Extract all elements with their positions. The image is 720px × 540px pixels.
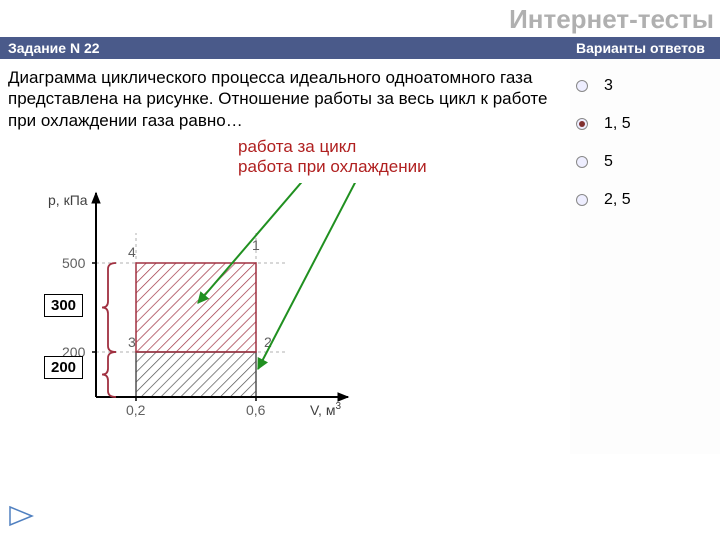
annotation-labels: работа за цикл работа при охлаждении — [238, 137, 564, 177]
answer-option-1[interactable]: 1, 5 — [570, 105, 720, 143]
answer-text: 1, 5 — [604, 115, 631, 133]
answer-text: 3 — [604, 77, 613, 95]
answer-option-0[interactable]: 3 — [570, 67, 720, 105]
svg-text:2: 2 — [264, 334, 272, 350]
svg-text:500: 500 — [62, 255, 86, 271]
question-text: Диаграмма циклического процесса идеально… — [8, 67, 564, 131]
answers-header: Варианты ответов — [570, 37, 720, 59]
radio-icon — [576, 194, 588, 206]
radio-icon — [576, 118, 588, 130]
page-title: Интернет-тесты — [0, 0, 720, 37]
next-button[interactable] — [6, 503, 38, 534]
answer-text: 2, 5 — [604, 191, 631, 209]
svg-text:0,6: 0,6 — [246, 402, 266, 418]
radio-icon — [576, 80, 588, 92]
svg-text:4: 4 — [128, 244, 136, 260]
answer-text: 5 — [604, 153, 613, 171]
label-cooling-work: работа при охлаждении — [238, 157, 564, 177]
svg-text:3: 3 — [128, 334, 136, 350]
answers-panel: 3 1, 5 5 2, 5 — [570, 59, 720, 454]
answer-option-3[interactable]: 2, 5 — [570, 181, 720, 219]
overlay-value-200: 200 — [44, 356, 83, 379]
task-bar: Задание N 22 Варианты ответов — [0, 37, 720, 59]
svg-text:p, кПа: p, кПа — [48, 192, 88, 208]
svg-text:0,2: 0,2 — [126, 402, 146, 418]
radio-icon — [576, 156, 588, 168]
task-number: Задание N 22 — [0, 37, 570, 59]
svg-text:V, м3: V, м3 — [310, 401, 341, 418]
pv-diagram: p, кПаV, м32005000,20,64132 300 200 — [8, 183, 498, 448]
label-cycle-work: работа за цикл — [238, 137, 564, 157]
overlay-value-300: 300 — [44, 294, 83, 317]
answer-option-2[interactable]: 5 — [570, 143, 720, 181]
